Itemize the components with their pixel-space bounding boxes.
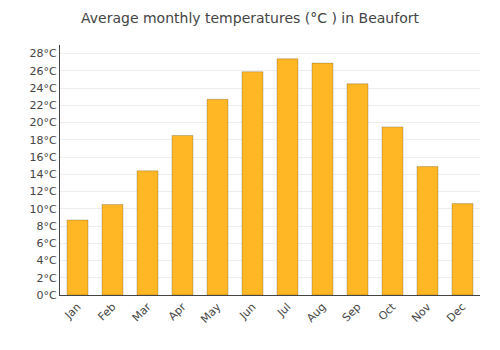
svg-text:Oct: Oct [376, 300, 399, 323]
svg-text:Nov: Nov [409, 300, 434, 325]
svg-text:14°C: 14°C [30, 168, 57, 181]
svg-text:2°C: 2°C [37, 272, 57, 285]
svg-text:4°C: 4°C [37, 254, 57, 267]
svg-text:Apr: Apr [166, 300, 189, 323]
svg-text:10°C: 10°C [30, 203, 57, 216]
svg-text:May: May [198, 300, 224, 326]
svg-text:22°C: 22°C [30, 99, 57, 112]
svg-text:Dec: Dec [444, 301, 468, 325]
svg-text:Jun: Jun [236, 300, 258, 322]
svg-text:Aug: Aug [304, 301, 328, 325]
svg-text:12°C: 12°C [30, 185, 57, 198]
svg-text:0°C: 0°C [37, 289, 57, 302]
svg-text:28°C: 28°C [30, 47, 57, 60]
svg-text:26°C: 26°C [30, 65, 57, 78]
svg-text:20°C: 20°C [30, 116, 57, 129]
svg-text:Sep: Sep [340, 301, 364, 325]
svg-text:Mar: Mar [130, 300, 154, 324]
svg-text:Jan: Jan [62, 301, 84, 323]
svg-text:24°C: 24°C [30, 82, 57, 95]
svg-text:16°C: 16°C [30, 151, 57, 164]
svg-text:Feb: Feb [96, 301, 119, 324]
svg-text:Jul: Jul [274, 301, 293, 320]
svg-text:6°C: 6°C [37, 237, 57, 250]
svg-text:18°C: 18°C [30, 134, 57, 147]
svg-text:8°C: 8°C [37, 220, 57, 233]
svg-text:Average monthly temperatures (: Average monthly temperatures (°C ) in Be… [81, 10, 419, 26]
